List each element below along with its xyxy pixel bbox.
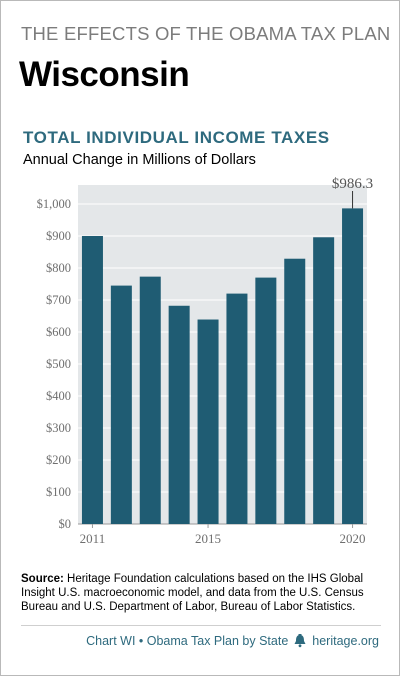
y-tick-label: $200 (46, 453, 71, 467)
bar (284, 258, 306, 524)
chart-title: TOTAL INDIVIDUAL INCOME TAXES (23, 128, 330, 147)
y-tick-label: $100 (46, 485, 71, 499)
y-tick-label: $300 (46, 421, 71, 435)
x-tick-label: 2020 (340, 531, 366, 546)
site-link[interactable]: heritage.org (312, 634, 379, 648)
y-tick-label: $500 (46, 357, 71, 371)
bar (81, 236, 103, 524)
y-tick-label: $1,000 (37, 197, 71, 211)
y-tick-label: $700 (46, 293, 71, 307)
bar-chart: $0 $100 $200 $300 $400 $500 $600 $700 $800 $900 $1… (37, 176, 374, 546)
bar (342, 208, 364, 524)
x-tick-label: 2011 (80, 531, 106, 546)
bar (139, 276, 161, 524)
footer-divider (21, 625, 381, 626)
y-tick-label: $800 (46, 261, 71, 275)
bar (110, 285, 132, 524)
bar (197, 319, 219, 524)
x-tick-label: 2015 (195, 531, 221, 546)
chart-subtitle: Annual Change in Millions of Dollars (23, 152, 256, 168)
annotation-value-label: $986.3 (332, 176, 373, 192)
source-note: Source: Heritage Foundation calculations… (21, 572, 383, 614)
liberty-bell-icon (292, 634, 308, 648)
bar (226, 293, 248, 524)
y-tick-label: $400 (46, 389, 71, 403)
state-title: Wisconsin (19, 55, 190, 94)
y-tick-label: $600 (46, 325, 71, 339)
bar (168, 305, 190, 524)
credit-text: Chart WI • Obama Tax Plan by State (86, 634, 289, 648)
chart-credit: Chart WI • Obama Tax Plan by State herit… (86, 634, 379, 648)
series-title: THE EFFECTS OF THE OBAMA TAX PLAN (21, 23, 391, 44)
y-tick-label: $900 (46, 229, 71, 243)
source-text: Heritage Foundation calculations based o… (21, 573, 364, 613)
bar (313, 237, 335, 524)
source-label: Source: (21, 573, 64, 585)
bar (255, 277, 277, 524)
y-tick-label: $0 (59, 517, 72, 531)
